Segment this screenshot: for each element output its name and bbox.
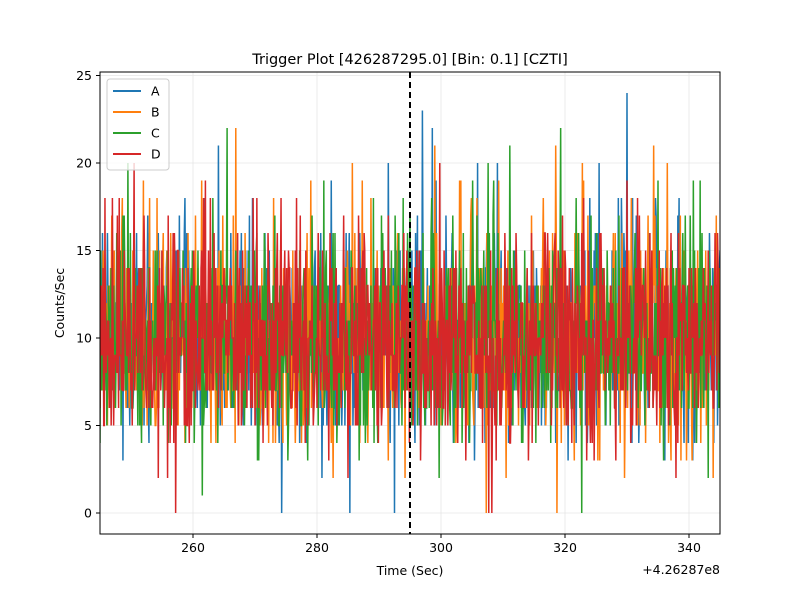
x-tick-label: 340 (677, 540, 701, 555)
y-tick-label: 5 (84, 418, 92, 433)
x-tick-label: 320 (553, 540, 577, 555)
y-tick-label: 10 (76, 331, 92, 346)
x-offset-label: +4.26287e8 (642, 562, 720, 577)
legend-label-d: D (151, 147, 161, 162)
legend-box (106, 78, 170, 171)
legend-label-a: A (151, 84, 160, 99)
x-axis: 260 280 300 320 340 (181, 534, 701, 555)
y-tick-label: 20 (76, 156, 92, 171)
plot-frame (99, 71, 721, 535)
y-tick-label: 15 (76, 243, 92, 258)
legend-label-b: B (151, 105, 160, 120)
x-tick-label: 260 (181, 540, 205, 555)
y-axis-label: Counts/Sec (52, 268, 67, 338)
x-axis-label: Time (Sec) (376, 563, 444, 578)
chart-title: Trigger Plot [426287295.0] [Bin: 0.1] [C… (251, 52, 568, 68)
series-line-d (100, 162, 720, 514)
legend-label-c: C (151, 126, 160, 141)
x-tick-label: 300 (429, 540, 453, 555)
y-axis: 0 5 10 15 20 25 (76, 68, 100, 521)
y-tick-label: 25 (76, 68, 92, 83)
x-tick-label: 280 (305, 540, 329, 555)
y-tick-label: 0 (84, 506, 92, 521)
